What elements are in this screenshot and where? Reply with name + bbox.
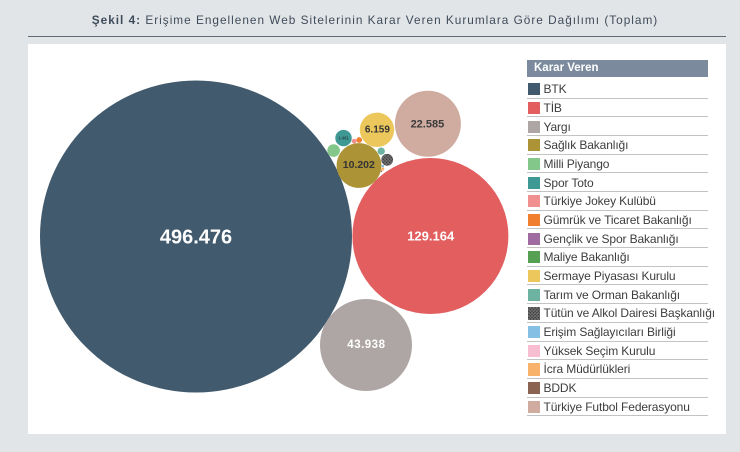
- svg-text:6.159: 6.159: [365, 125, 390, 136]
- svg-text:10.202: 10.202: [343, 159, 375, 171]
- svg-text:43.938: 43.938: [347, 339, 385, 351]
- svg-text:22.585: 22.585: [411, 119, 445, 131]
- svg-text:129.164: 129.164: [407, 229, 455, 244]
- svg-text:1.461: 1.461: [338, 136, 349, 141]
- svg-text:496.476: 496.476: [160, 227, 232, 249]
